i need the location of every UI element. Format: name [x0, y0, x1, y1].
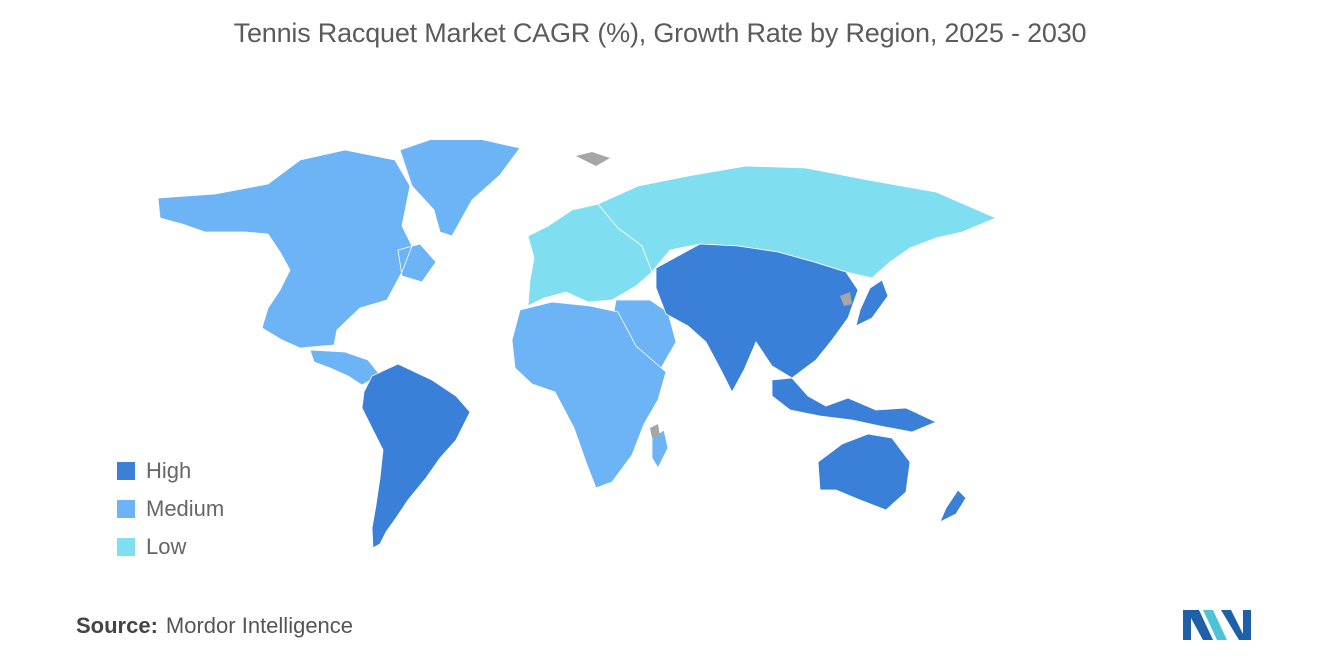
legend-swatch-medium	[117, 500, 135, 518]
legend-item-low: Low	[117, 528, 224, 566]
region-south-america	[361, 363, 471, 549]
source-value: Mordor Intelligence	[165, 613, 354, 638]
source-note: Source: Mordor Intelligence	[76, 613, 353, 639]
legend-item-high: High	[117, 452, 224, 490]
world-map	[150, 140, 1170, 560]
legend-item-medium: Medium	[117, 490, 224, 528]
region-asia	[655, 243, 859, 393]
legend-label-high: High	[146, 458, 192, 483]
region-russia	[597, 165, 998, 279]
mordor-intelligence-logo	[1183, 604, 1251, 645]
world-map-svg	[157, 140, 998, 549]
chart-title: Tennis Racquet Market CAGR (%), Growth R…	[233, 18, 1087, 48]
logo-shape-right	[1221, 610, 1251, 640]
legend-label-low: Low	[146, 534, 187, 559]
region-north-america	[157, 149, 437, 386]
source-label: Source:	[76, 613, 158, 638]
region-europe	[527, 203, 653, 307]
region-japan	[855, 279, 889, 327]
legend-label-medium: Medium	[146, 496, 225, 521]
logo-shape-middle	[1203, 610, 1227, 640]
region-southeast-asia	[771, 377, 937, 433]
region-africa	[511, 301, 669, 489]
region-greenland	[399, 140, 521, 237]
region-new-zealand	[939, 489, 967, 523]
legend-swatch-high	[117, 462, 135, 480]
legend: High Medium Low	[117, 452, 224, 566]
region-australia	[817, 433, 911, 511]
legend-swatch-low	[117, 538, 135, 556]
logo-shape-left	[1183, 610, 1213, 640]
